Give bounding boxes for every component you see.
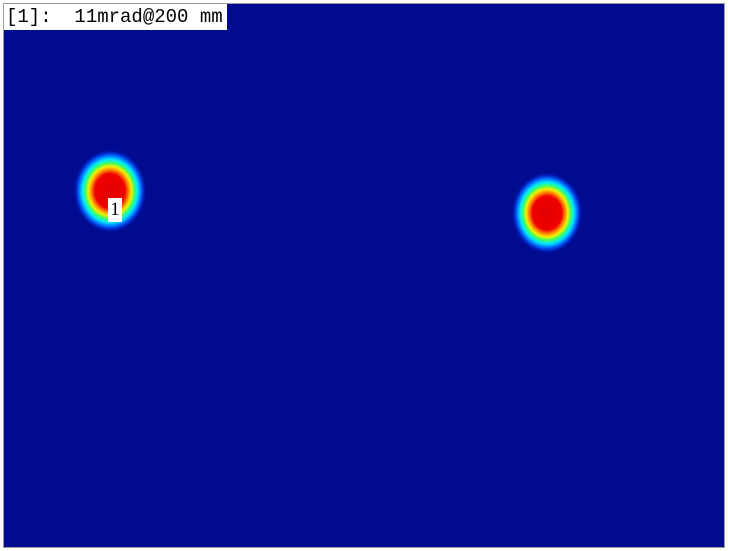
beam-spot — [512, 173, 582, 253]
page: [1]: 11mrad@200 mm 1 (() => { const data… — [0, 0, 729, 551]
beam-profile-view: [1]: 11mrad@200 mm 1 — [3, 3, 725, 548]
caption-measurement: 11mrad@200 mm — [74, 6, 222, 28]
caption-index: [1]: — [6, 6, 52, 28]
intensity-map — [4, 4, 725, 548]
spot-marker: 1 — [108, 198, 122, 222]
caption: [1]: 11mrad@200 mm — [4, 4, 227, 30]
